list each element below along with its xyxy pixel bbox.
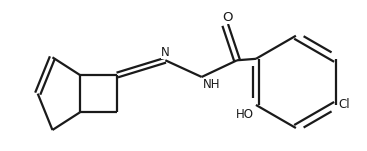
Text: HO: HO: [236, 108, 254, 121]
Text: Cl: Cl: [339, 98, 350, 111]
Text: NH: NH: [203, 78, 220, 91]
Text: N: N: [161, 46, 170, 59]
Text: O: O: [222, 11, 232, 24]
